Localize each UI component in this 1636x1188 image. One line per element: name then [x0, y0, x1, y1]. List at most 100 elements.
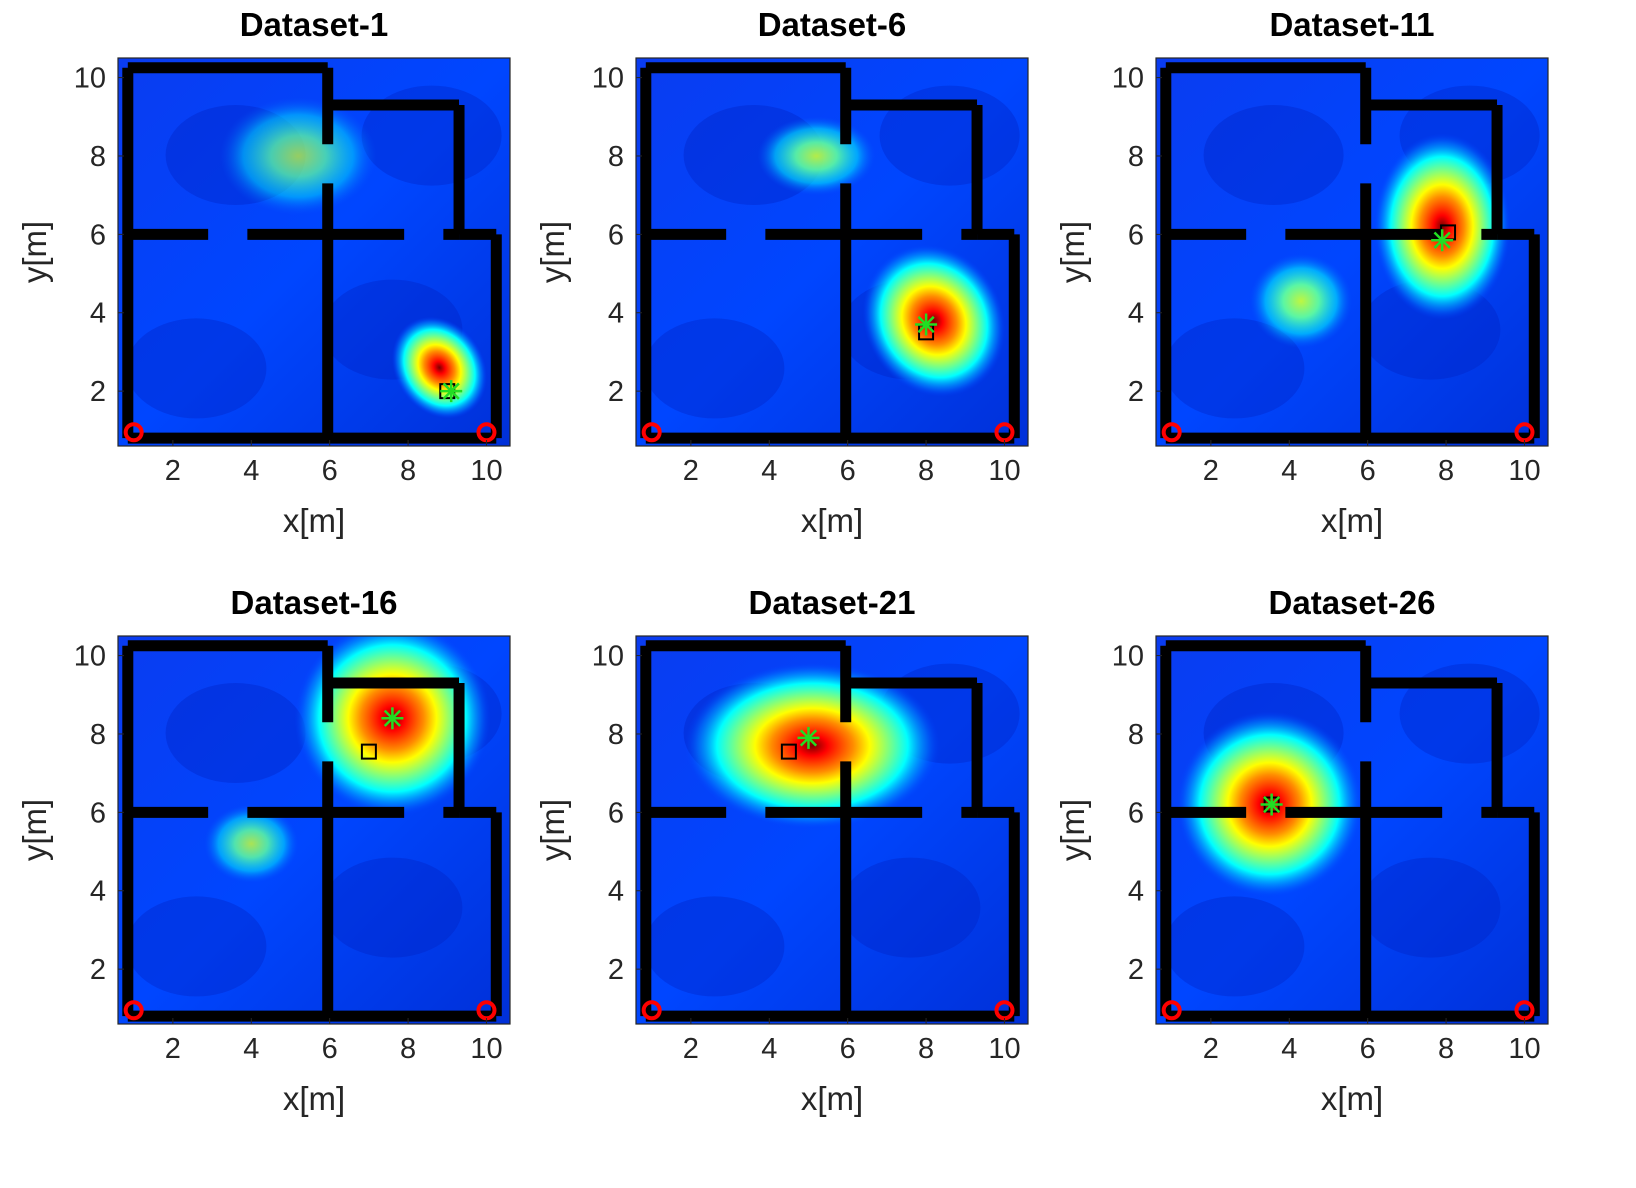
y-tick-label: 2: [1128, 954, 1144, 986]
panel-3: 2 2 4 4 6 6 8 8 10 10 Dataset-11 x[m] y[m]: [1054, 6, 1549, 539]
y-tick-label: 10: [1112, 63, 1144, 95]
floor-plan-walls: [122, 62, 502, 444]
heatmap-field: [126, 85, 502, 419]
estimated-position-marker: [381, 707, 404, 730]
x-axis-label: x[m]: [801, 502, 863, 539]
y-tick-label: 4: [1128, 298, 1144, 330]
x-tick-label: 4: [243, 455, 259, 487]
receiver-marker: [1161, 422, 1182, 443]
heatmap-shade: [126, 318, 267, 419]
x-tick-label: 4: [1281, 1033, 1297, 1065]
y-tick-label: 2: [608, 954, 624, 986]
y-tick-label: 8: [1128, 141, 1144, 173]
x-tick-label: 2: [1203, 455, 1219, 487]
x-tick-label: 10: [470, 455, 502, 487]
y-axis-label: y[m]: [1054, 221, 1091, 283]
x-tick-label: 6: [1360, 455, 1376, 487]
y-axis-label: y[m]: [16, 221, 53, 283]
receiver-marker: [123, 1000, 144, 1021]
receiver-marker: [641, 1000, 662, 1021]
heatmap-secondary-peak: [757, 116, 876, 196]
x-tick-label: 8: [400, 1033, 416, 1065]
axes-box: [635, 635, 1029, 1025]
y-tick-label: 4: [608, 876, 624, 908]
y-tick-label: 6: [608, 797, 624, 829]
y-tick-label: 10: [74, 63, 106, 95]
asterisk-stroke: [1263, 795, 1281, 814]
heatmap-shade: [126, 896, 267, 997]
y-tick-label: 2: [608, 376, 624, 408]
axes-box: [1155, 57, 1549, 447]
heatmap-shade: [361, 85, 502, 186]
receiver-marker: [1161, 1000, 1182, 1021]
y-tick-label: 6: [1128, 219, 1144, 251]
panel-title: Dataset-26: [1269, 584, 1436, 621]
asterisk-stroke: [1433, 231, 1451, 249]
panel-5: 2 2 4 4 6 6 8 8 10 10 Dataset-21 x[m] y[m]: [534, 584, 1029, 1117]
x-tick-label: 4: [243, 1033, 259, 1065]
heatmap-shade: [322, 857, 463, 958]
heatmap-hotspot: [862, 244, 1006, 397]
heatmap-shade: [644, 318, 785, 419]
panel-1: 2 2 4 4 6 6 8 8 10 10 Dataset-1 x[m] y[m]: [16, 6, 511, 539]
x-tick-label: 8: [918, 1033, 934, 1065]
true-position-marker: [780, 743, 797, 760]
asterisk-stroke: [799, 729, 818, 747]
x-tick-label: 6: [840, 455, 856, 487]
panel-2: 2 2 4 4 6 6 8 8 10 10 Dataset-6 x[m] y[m]: [534, 6, 1029, 539]
panel-6: 2 2 4 4 6 6 8 8 10 10 Dataset-26 x[m] y[m]: [1054, 584, 1549, 1117]
y-tick-label: 2: [1128, 376, 1144, 408]
heatmap-hotspot: [391, 316, 487, 419]
heatmap-secondary-peak: [219, 97, 377, 215]
y-tick-label: 10: [74, 641, 106, 673]
panel-title: Dataset-16: [231, 584, 398, 621]
heatmap-shade: [644, 896, 785, 997]
asterisk-stroke: [442, 382, 460, 400]
y-tick-label: 6: [90, 219, 106, 251]
heatmap-field: [644, 85, 1020, 419]
y-tick-label: 2: [90, 954, 106, 986]
heatmap-secondary-peak: [1250, 253, 1353, 349]
heatmap-shade: [1360, 857, 1501, 958]
y-tick-label: 4: [90, 298, 106, 330]
panel-title: Dataset-21: [749, 584, 916, 621]
axes-box: [117, 635, 511, 1025]
floor-plan-walls: [640, 62, 1020, 444]
heatmap-shade: [1399, 663, 1540, 764]
x-tick-label: 4: [761, 1033, 777, 1065]
x-axis-label: x[m]: [1321, 502, 1383, 539]
asterisk-stroke: [917, 315, 935, 334]
x-tick-label: 8: [400, 455, 416, 487]
x-axis-label: x[m]: [283, 1080, 345, 1117]
y-tick-label: 8: [90, 719, 106, 751]
y-tick-label: 6: [1128, 797, 1144, 829]
true-position-marker: [360, 743, 377, 760]
heatmap-field: [644, 662, 1020, 997]
x-tick-label: 10: [1508, 455, 1540, 487]
estimated-position-marker: [797, 726, 820, 749]
x-axis-label: x[m]: [801, 1080, 863, 1117]
heatmap-field: [1164, 85, 1540, 419]
heatmap-shade: [879, 85, 1020, 186]
x-tick-label: 6: [322, 455, 338, 487]
y-tick-label: 8: [608, 141, 624, 173]
x-tick-label: 6: [1360, 1033, 1376, 1065]
floor-plan-walls: [1160, 62, 1540, 444]
y-tick-label: 10: [592, 63, 624, 95]
estimated-position-marker: [915, 313, 938, 336]
heatmap-shade: [840, 857, 981, 958]
x-tick-label: 2: [165, 455, 181, 487]
estimated-position-marker: [1431, 229, 1454, 252]
heatmap-hotspot: [685, 662, 940, 830]
floor-plan-walls: [1160, 640, 1540, 1022]
y-tick-label: 2: [90, 376, 106, 408]
x-axis-label: x[m]: [283, 502, 345, 539]
y-tick-label: 6: [90, 797, 106, 829]
heatmap-shade: [1164, 896, 1305, 997]
y-tick-label: 4: [608, 298, 624, 330]
y-axis-label: y[m]: [1054, 799, 1091, 861]
heatmap-secondary-peak: [204, 804, 299, 883]
heatmap-hotspot: [1373, 133, 1511, 320]
axes-box: [117, 57, 511, 447]
y-tick-label: 8: [1128, 719, 1144, 751]
